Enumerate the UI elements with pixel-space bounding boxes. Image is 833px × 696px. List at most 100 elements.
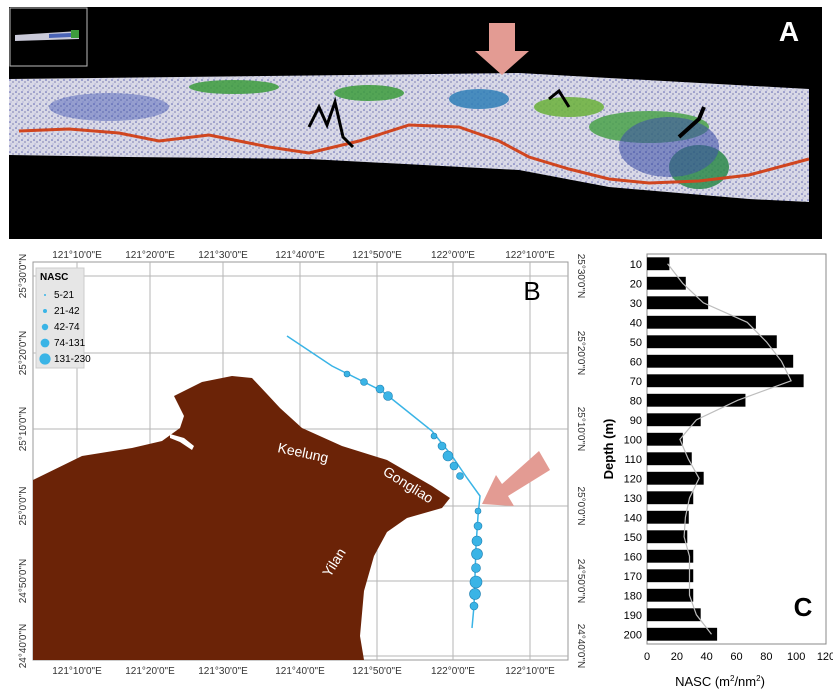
bar-depth-160 [647, 549, 694, 563]
x-tick-label: 100 [787, 651, 805, 663]
lat-tick-left-5: 24°50'0"N [18, 559, 29, 604]
bar-depth-190 [647, 608, 701, 622]
legend-label-5: 131-230 [54, 354, 91, 365]
lat-ticks-left: 25°30'0"N 25°20'0"N 25°10'0"N 25°0'0"N 2… [18, 254, 29, 669]
lon-tick-top-4: 121°40'0"E [275, 250, 325, 261]
y-tick-label: 30 [630, 298, 642, 310]
bar-depth-170 [647, 569, 694, 583]
x-tick-labels: 0 20 40 60 80 100 120 [644, 651, 833, 663]
lat-tick-right-4: 25°0'0"N [575, 487, 586, 526]
lat-ticks-right: 25°30'0"N 25°20'0"N 25°10'0"N 25°0'0"N 2… [575, 254, 586, 669]
lon-tick-top-3: 121°30'0"E [198, 250, 248, 261]
bar-depth-40 [647, 315, 756, 329]
lat-tick-left-6: 24°40'0"N [18, 624, 29, 669]
bar-depth-130 [647, 491, 694, 505]
y-tick-label: 20 [630, 278, 642, 290]
lon-ticks-top: 121°10'0"E 121°20'0"E 121°30'0"E 121°40'… [52, 250, 555, 261]
y-tick-label: 180 [624, 590, 642, 602]
bar-depth-90 [647, 413, 701, 427]
lat-tick-left-4: 25°0'0"N [18, 487, 29, 526]
legend-title: NASC [40, 272, 68, 283]
echogram-panel: A [9, 7, 822, 239]
y-tick-label: 140 [624, 512, 642, 524]
lon-tick-top-1: 121°10'0"E [52, 250, 102, 261]
y-tick-labels: 10 20 30 40 50 60 70 80 90 100 110 120 130 140 150 160 1… [624, 259, 642, 642]
y-tick-label: 200 [624, 629, 642, 641]
y-tick-label: 10 [630, 259, 642, 271]
lon-tick-bottom-2: 121°20'0"E [125, 666, 175, 677]
x-tick-label: 80 [760, 651, 772, 663]
x-tick-label: 60 [730, 651, 742, 663]
y-tick-label: 90 [630, 415, 642, 427]
y-tick-label: 100 [624, 434, 642, 446]
bar-depth-180 [647, 588, 694, 602]
lon-ticks-bottom: 121°10'0"E 121°20'0"E 121°30'0"E 121°40'… [52, 666, 555, 677]
lon-tick-bottom-3: 121°30'0"E [198, 666, 248, 677]
bar-depth-50 [647, 335, 777, 349]
y-tick-label: 170 [624, 571, 642, 583]
nasc-depth-chart: 10 20 30 40 50 60 70 80 90 100 110 120 130 140 150 160 1… [601, 253, 833, 689]
bar-depth-10 [647, 257, 670, 271]
lat-tick-left-2: 25°20'0"N [18, 331, 29, 376]
panel-letter-a: A [779, 16, 799, 47]
lon-tick-bottom-4: 121°40'0"E [275, 666, 325, 677]
trend-line [667, 263, 792, 635]
lat-tick-left-1: 25°30'0"N [18, 254, 29, 299]
legend-label-2: 21-42 [54, 306, 80, 317]
x-tick-label: 0 [644, 651, 650, 663]
y-tick-label: 50 [630, 337, 642, 349]
x-tick-label: 40 [701, 651, 713, 663]
lat-tick-right-1: 25°30'0"N [575, 254, 586, 299]
arrow-marker-a [475, 23, 529, 75]
map: NASC 5-21 21-42 42-74 74-131 131-230 Kee… [18, 250, 586, 677]
bar-depth-100 [647, 432, 683, 446]
panel-letter-b: B [523, 276, 540, 306]
legend-label-1: 5-21 [54, 290, 74, 301]
lon-tick-bottom-5: 121°50'0"E [352, 666, 402, 677]
y-tick-label: 130 [624, 493, 642, 505]
lon-tick-top-6: 122°0'0"E [431, 250, 475, 261]
y-tick-label: 150 [624, 532, 642, 544]
lon-tick-top-7: 122°10'0"E [505, 250, 555, 261]
bar-depth-110 [647, 452, 692, 466]
x-tick-label: 20 [671, 651, 683, 663]
nasc-legend: NASC 5-21 21-42 42-74 74-131 131-230 [35, 267, 91, 369]
bar-depth-140 [647, 510, 689, 524]
lat-tick-right-3: 25°10'0"N [575, 407, 586, 452]
bar-depth-80 [647, 393, 746, 407]
panel-letter-c: C [794, 592, 813, 622]
y-tick-label: 190 [624, 610, 642, 622]
bar-depth-120 [647, 471, 704, 485]
bar-depth-200 [647, 627, 718, 641]
y-tick-label: 80 [630, 395, 642, 407]
overview-inset [9, 7, 88, 67]
lat-tick-right-5: 24°50'0"N [575, 559, 586, 604]
bar-depth-30 [647, 296, 709, 310]
lat-tick-right-2: 25°20'0"N [575, 331, 586, 376]
y-tick-label: 60 [630, 356, 642, 368]
lat-tick-right-6: 24°40'0"N [575, 624, 586, 669]
lat-tick-left-3: 25°10'0"N [18, 407, 29, 452]
lon-tick-bottom-1: 121°10'0"E [52, 666, 102, 677]
y-axis-label: Depth (m) [601, 419, 616, 480]
arrow-marker-b [482, 451, 550, 506]
map-panel: NASC 5-21 21-42 42-74 74-131 131-230 Kee… [2, 246, 599, 691]
lon-tick-top-2: 121°20'0"E [125, 250, 175, 261]
x-axis-label: NASC (m2/nm2) [675, 674, 765, 689]
lon-tick-bottom-6: 122°0'0"E [431, 666, 475, 677]
bar-depth-20 [647, 276, 686, 290]
lon-tick-bottom-7: 122°10'0"E [505, 666, 555, 677]
y-tick-label: 40 [630, 317, 642, 329]
nasc-points [343, 370, 483, 611]
echogram: A [9, 7, 822, 239]
legend-label-4: 74-131 [54, 338, 86, 349]
lon-tick-top-5: 121°50'0"E [352, 250, 402, 261]
bar-depth-70 [647, 374, 804, 388]
nasc-depth-chart-panel: 10 20 30 40 50 60 70 80 90 100 110 120 130 140 150 160 1… [600, 246, 833, 691]
bars [647, 257, 804, 641]
y-tick-label: 70 [630, 376, 642, 388]
y-tick-label: 110 [624, 454, 642, 466]
legend-label-3: 42-74 [54, 322, 80, 333]
plot-frame [646, 253, 827, 645]
y-tick-label: 120 [624, 473, 642, 485]
